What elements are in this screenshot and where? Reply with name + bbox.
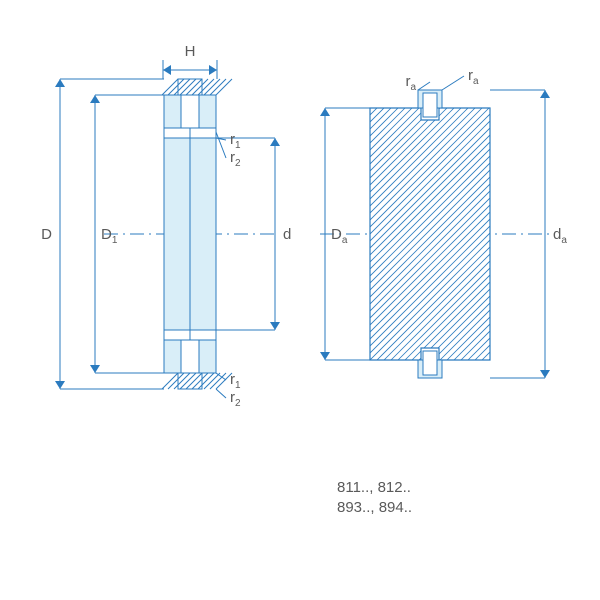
svg-text:811.., 812..: 811.., 812.. [337,479,411,496]
bearing-diagram: HDD1dr1r2r1r2raraDada811.., 812..893.., … [0,0,600,600]
svg-text:D: D [41,226,52,243]
svg-text:893.., 894..: 893.., 894.. [337,499,412,516]
svg-text:d: d [283,226,291,243]
svg-text:H: H [185,43,196,60]
